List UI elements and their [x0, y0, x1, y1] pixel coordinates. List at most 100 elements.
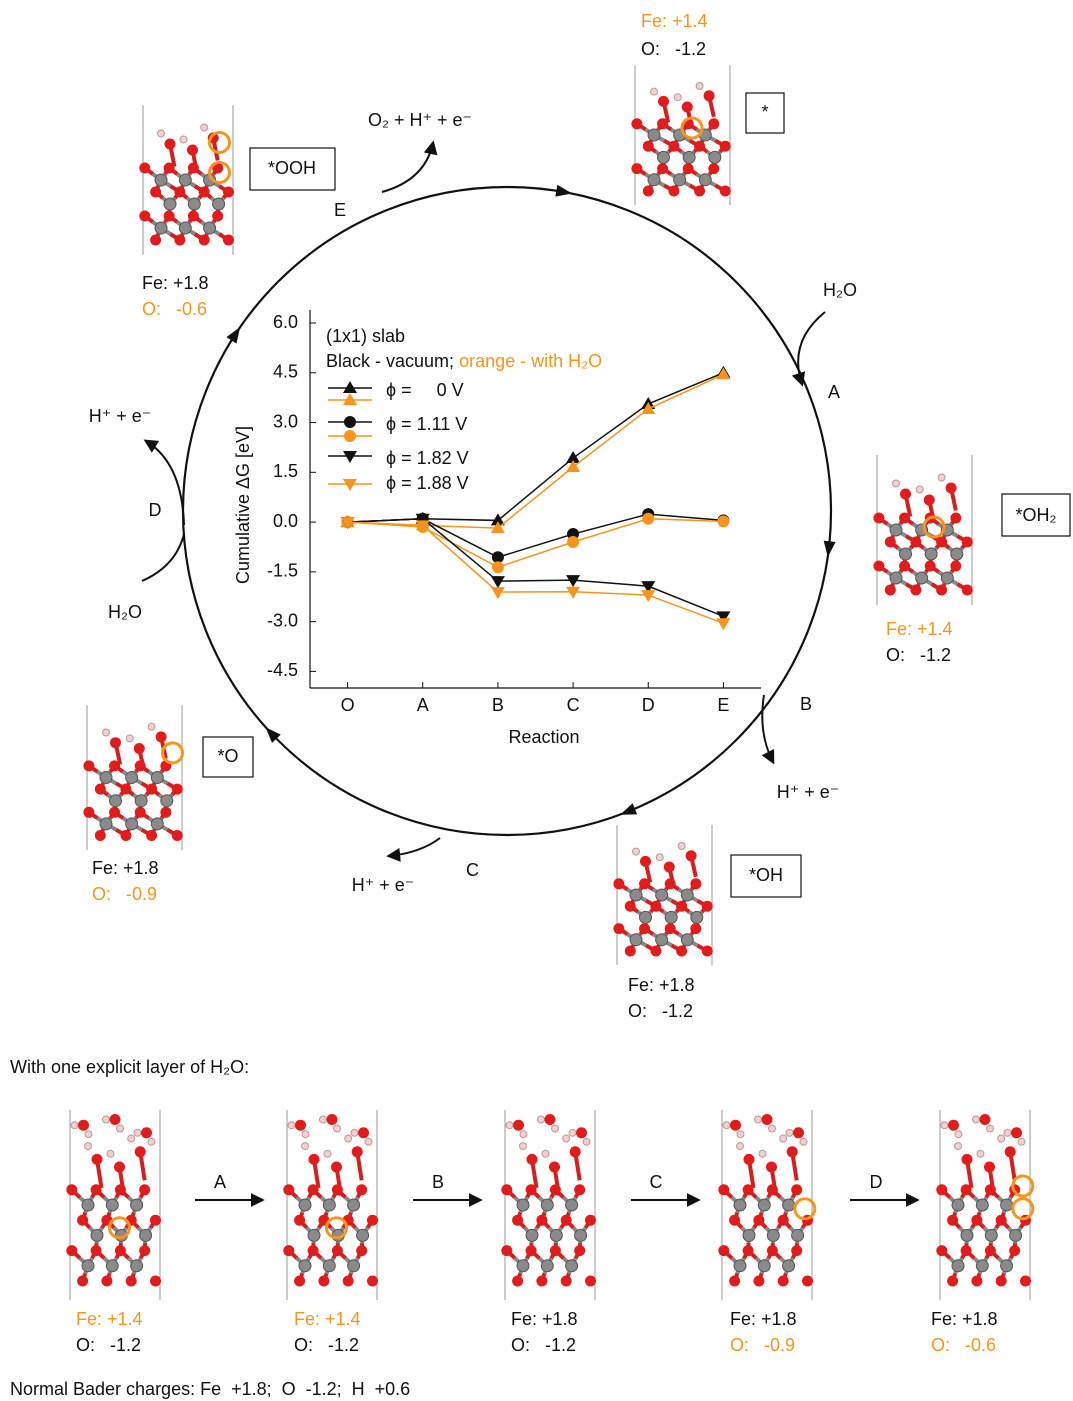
atom-fe: [541, 1199, 553, 1211]
x-tick-label: D: [642, 695, 655, 715]
atom-fe: [155, 174, 167, 186]
charge-fe: Fe: +1.8: [931, 1309, 998, 1329]
atom-h: [107, 1150, 114, 1157]
atom-o: [331, 1162, 342, 1173]
atom-o: [639, 923, 650, 934]
atom-fe: [140, 1229, 152, 1241]
atom-h: [755, 1116, 762, 1123]
y-tick-label: -4.5: [267, 660, 298, 680]
atom-o: [77, 1215, 88, 1226]
atom-o: [767, 1245, 778, 1256]
atom-fe: [951, 548, 963, 560]
atom-o: [668, 186, 679, 197]
atom-o: [110, 1114, 121, 1125]
atom-fe: [566, 1199, 578, 1211]
atom-o: [358, 1127, 369, 1138]
atom-h: [542, 1150, 549, 1157]
legend-marker: [343, 479, 357, 491]
data-point: [491, 587, 505, 599]
atom-o: [657, 163, 668, 174]
atom-o: [115, 1245, 126, 1256]
atom-o: [199, 187, 210, 198]
atom-fe: [630, 934, 642, 946]
atom-o: [767, 1184, 778, 1195]
atom-o: [744, 1154, 755, 1165]
atom-o: [188, 211, 199, 222]
atom-o: [526, 1184, 537, 1195]
atom-o: [126, 1276, 137, 1287]
state-label: *OH: [749, 865, 783, 885]
data-point: [716, 618, 730, 630]
atom-o: [561, 1276, 572, 1287]
atom-o: [702, 946, 713, 957]
atom-fe: [900, 548, 912, 560]
charge-o: O: -1.2: [641, 39, 706, 59]
atom-o: [950, 561, 961, 572]
data-point: [642, 513, 654, 525]
atom-fe: [299, 1199, 311, 1211]
atom-o: [613, 878, 624, 889]
series-line: [348, 519, 724, 567]
atom-o: [172, 830, 183, 841]
atom-o: [526, 1245, 537, 1256]
atom-fe: [783, 1260, 795, 1272]
atom-o: [980, 1114, 991, 1125]
branch-arrows: [142, 143, 917, 1200]
atom-o: [92, 1154, 103, 1165]
cycle-arrowhead: [824, 541, 836, 558]
atom-fe: [792, 1229, 804, 1241]
charge-fe: Fe: +1.4: [641, 11, 708, 31]
atom-o: [962, 1154, 973, 1165]
atom-o: [910, 585, 921, 596]
data-point: [641, 590, 655, 602]
atom-o: [625, 901, 636, 912]
atom-fe: [925, 548, 937, 560]
atom-h: [85, 1131, 92, 1138]
atom-h: [955, 1143, 962, 1150]
atom-fe: [691, 911, 703, 923]
atom-h: [569, 1129, 576, 1136]
atom-fe: [709, 151, 721, 163]
atom-o: [694, 186, 705, 197]
atom-h: [938, 474, 945, 481]
atom-o: [352, 1146, 363, 1157]
atom-o: [613, 923, 624, 934]
atom-h: [520, 1143, 527, 1150]
atom-o: [753, 1276, 764, 1287]
legend-label: ϕ = 1.11 V: [386, 414, 467, 434]
atom-h: [158, 130, 165, 137]
atom-fe: [783, 1199, 795, 1211]
atom-h: [302, 1143, 309, 1150]
atom-o: [625, 946, 636, 957]
atom-h: [520, 1131, 527, 1138]
step-label: D: [870, 1172, 883, 1192]
atom-o: [139, 1184, 150, 1195]
atom-h: [103, 1116, 110, 1123]
charge-fe: Fe: +1.8: [730, 1309, 797, 1329]
atom-fe: [91, 1229, 103, 1241]
atom-o: [665, 878, 676, 889]
atom-o: [367, 1215, 378, 1226]
legend-label: ϕ = 1.82 V: [386, 448, 469, 468]
species: H⁺ + e⁻: [777, 782, 840, 802]
atom-fe: [131, 1199, 143, 1211]
atom-fe: [575, 1229, 587, 1241]
atom-h: [334, 1125, 341, 1132]
atom-fe: [323, 1199, 335, 1211]
atom-o: [961, 1245, 972, 1256]
atom-h: [893, 480, 900, 487]
atom-o: [512, 1276, 523, 1287]
atom-o: [327, 1114, 338, 1125]
atom-fe: [151, 818, 163, 830]
atom-fe: [550, 1229, 562, 1241]
atom-h: [71, 1122, 78, 1129]
atom-o: [545, 1114, 556, 1125]
atom-o: [550, 1245, 561, 1256]
atom-h: [1004, 1129, 1011, 1136]
atom-o: [985, 1245, 996, 1256]
atom-o: [115, 1184, 126, 1195]
atom-o: [936, 1184, 947, 1195]
atom-h: [117, 1125, 124, 1132]
atom-o: [536, 1215, 547, 1226]
atom-o: [704, 90, 715, 101]
